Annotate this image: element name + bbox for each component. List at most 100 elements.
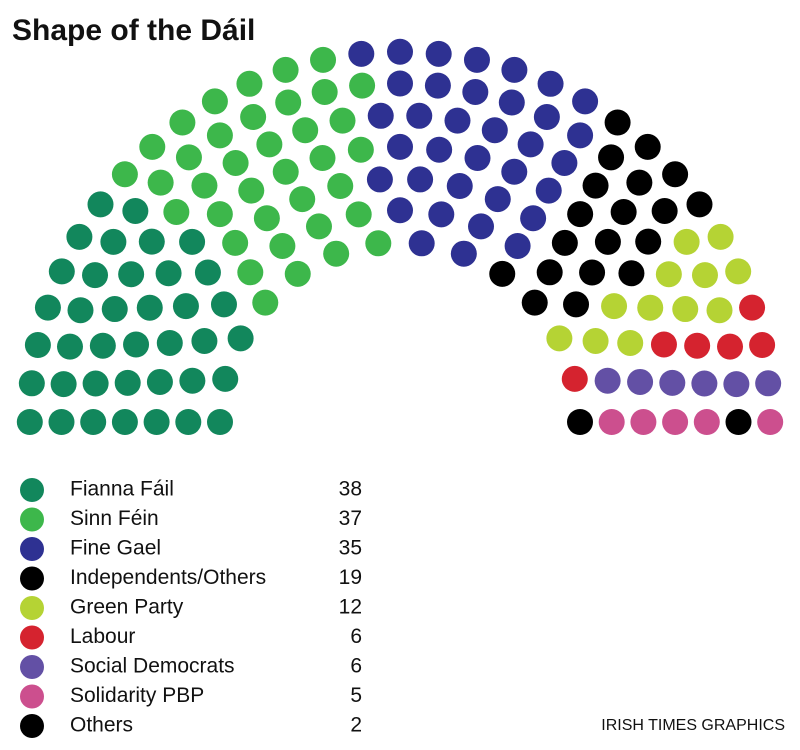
seat	[201, 88, 228, 115]
seat	[450, 240, 477, 267]
seat	[582, 172, 609, 199]
legend-swatch	[20, 625, 44, 650]
seat	[275, 89, 302, 116]
seat	[755, 370, 782, 397]
seat	[18, 370, 45, 397]
seat	[16, 409, 43, 435]
seat	[618, 260, 645, 287]
seat	[138, 228, 165, 255]
legend-value: 2	[350, 714, 362, 737]
seat	[651, 197, 678, 224]
seat	[501, 158, 528, 185]
seat	[191, 172, 218, 199]
seat	[637, 294, 664, 321]
seat	[725, 258, 752, 285]
seat	[256, 131, 283, 158]
seat	[464, 145, 491, 172]
seat	[672, 296, 699, 323]
seat	[498, 89, 525, 116]
seat	[67, 297, 94, 324]
seat	[594, 367, 621, 394]
legend-value: 6	[350, 625, 362, 648]
legend-swatch	[20, 655, 44, 679]
seat	[707, 223, 734, 250]
seat	[367, 102, 394, 129]
seat	[749, 332, 776, 359]
seat	[626, 169, 653, 196]
seat	[82, 370, 109, 397]
legend-value: 19	[339, 566, 362, 589]
seat	[579, 259, 606, 286]
seat	[175, 409, 202, 435]
seat	[50, 371, 77, 398]
legend-swatch	[20, 507, 44, 532]
seat	[34, 294, 61, 321]
legend-value: 12	[339, 596, 362, 619]
legend-swatch	[20, 566, 44, 591]
seat	[206, 201, 233, 228]
legend-value: 35	[339, 537, 362, 560]
seat	[311, 78, 338, 105]
seat	[535, 177, 562, 204]
seat	[582, 327, 609, 354]
seat	[634, 133, 661, 160]
seat	[305, 213, 332, 240]
seat	[706, 297, 733, 324]
seat	[172, 293, 199, 320]
seat	[650, 331, 677, 358]
seat	[101, 296, 128, 323]
seat	[155, 260, 182, 287]
seat	[536, 259, 563, 286]
seat	[284, 260, 311, 287]
seat	[114, 369, 141, 396]
seat	[504, 232, 531, 259]
seat	[673, 228, 700, 255]
seat	[323, 240, 350, 267]
seat	[425, 40, 452, 67]
seat	[345, 201, 372, 228]
seat	[546, 325, 573, 352]
seat	[533, 104, 560, 131]
seat	[517, 131, 544, 158]
seat	[691, 370, 718, 397]
seat	[537, 70, 564, 97]
legend-value: 5	[350, 684, 362, 707]
seat	[24, 332, 51, 359]
seat	[156, 329, 183, 356]
seat	[122, 197, 149, 224]
seat	[222, 149, 249, 176]
legend-label: Solidarity PBP	[70, 684, 204, 707]
legend-swatch	[20, 596, 44, 620]
seat	[222, 229, 249, 256]
seat	[691, 262, 718, 289]
seat	[118, 261, 145, 288]
seat	[630, 409, 657, 435]
seat	[428, 201, 455, 228]
legend-swatch	[20, 478, 44, 502]
seat	[227, 325, 254, 352]
seat	[210, 291, 237, 318]
legend-swatch	[20, 714, 44, 738]
seat	[253, 205, 280, 232]
legend-label: Social Democrats	[70, 655, 235, 678]
seat	[463, 46, 490, 73]
seat	[598, 409, 625, 435]
seat	[594, 228, 621, 255]
legend-label: Others	[70, 714, 133, 737]
seat	[446, 173, 473, 200]
seat	[48, 409, 75, 435]
seat	[551, 149, 578, 176]
seat	[717, 333, 744, 360]
seat	[627, 368, 654, 395]
seat	[48, 258, 75, 285]
seat	[426, 136, 453, 163]
seat	[289, 186, 316, 213]
seat	[136, 294, 163, 321]
seat	[387, 197, 413, 224]
seat	[387, 70, 413, 97]
seat	[169, 109, 196, 136]
seat	[725, 409, 752, 435]
chart-title: Shape of the Dáil	[12, 14, 255, 47]
